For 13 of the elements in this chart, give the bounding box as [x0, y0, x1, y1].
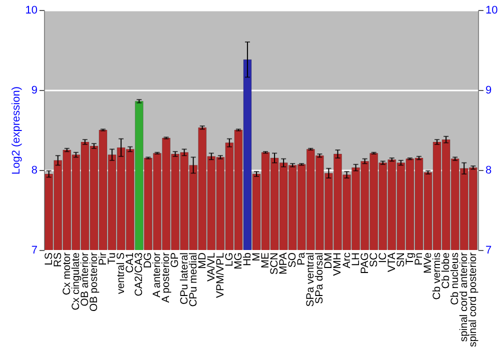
y-tick-label: 10 — [25, 4, 38, 16]
y2-tick-label: 9 — [486, 84, 492, 96]
x-tick-label: MVe — [422, 252, 434, 274]
y-tick-label: 7 — [31, 244, 38, 256]
y2-tick-label: 7 — [486, 244, 492, 256]
y-axis-title: Log2 (expression) — [10, 86, 22, 175]
x-tick-label: spinal cord posterior — [467, 252, 480, 348]
y-tick-label: 8 — [31, 164, 38, 176]
y2-tick-label: 8 — [486, 164, 492, 176]
y-tick-label: 9 — [31, 84, 38, 96]
x-tick-label: OB posterior — [88, 252, 100, 312]
x-tick-label: DG — [142, 252, 154, 268]
y2-tick-label: 10 — [486, 4, 498, 16]
